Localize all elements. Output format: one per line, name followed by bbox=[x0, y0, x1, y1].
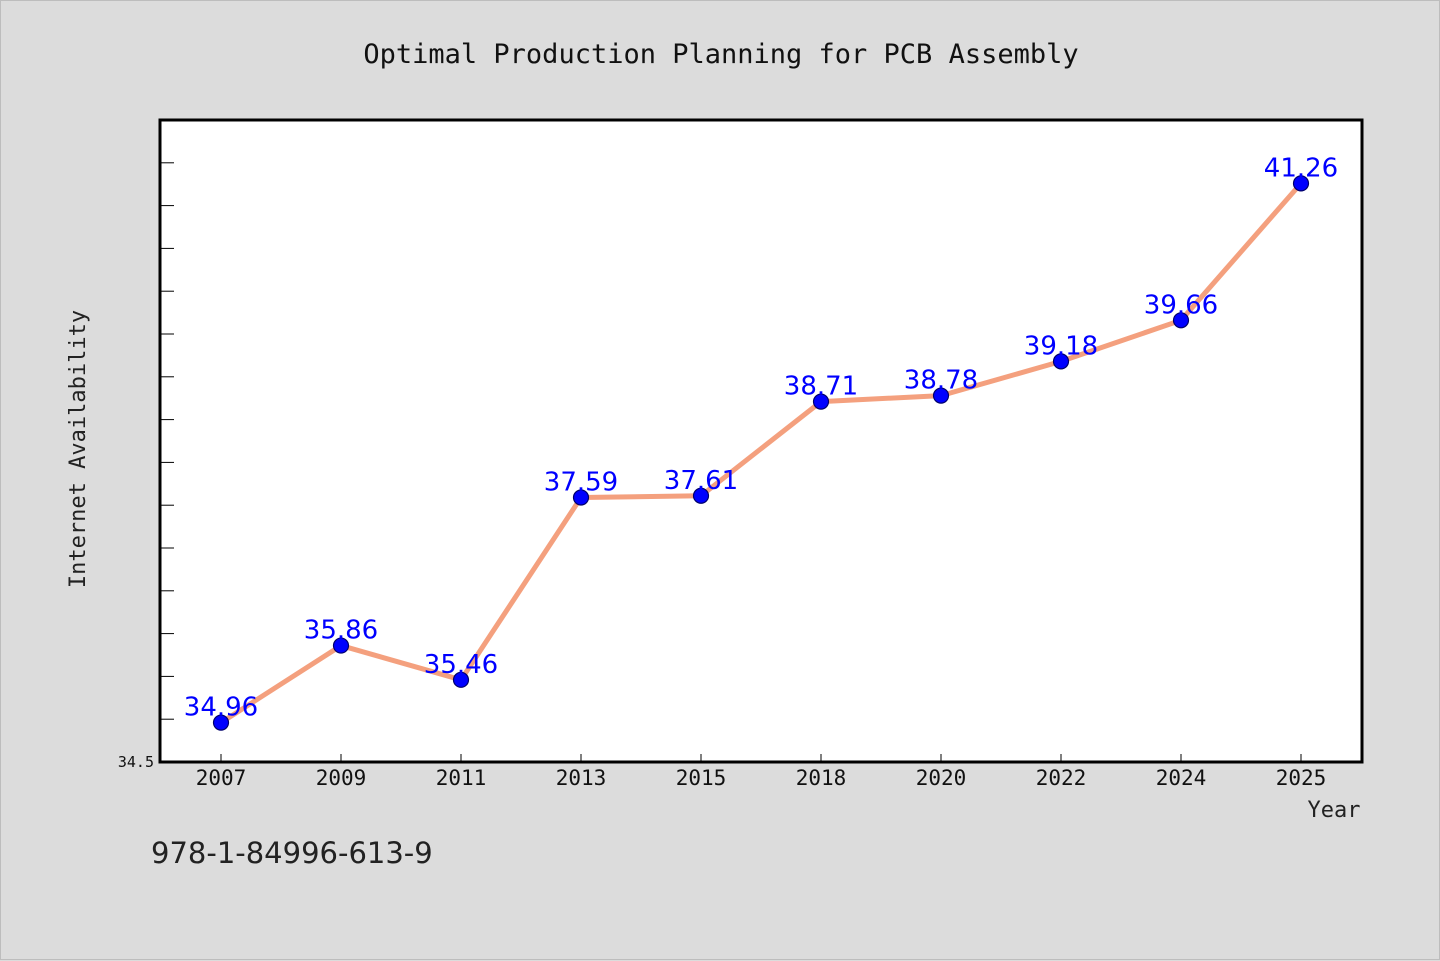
x-tick-label: 2018 bbox=[796, 766, 847, 790]
plot-area bbox=[158, 118, 1364, 764]
data-label: 37.61 bbox=[664, 466, 738, 496]
data-point bbox=[812, 393, 830, 410]
x-tick-label: 2022 bbox=[1036, 766, 1087, 790]
x-tick-label: 2015 bbox=[676, 766, 727, 790]
x-tick-label: 2013 bbox=[556, 766, 607, 790]
data-point bbox=[932, 387, 950, 404]
data-label: 35.46 bbox=[424, 650, 498, 680]
isbn-text: 978-1-84996-613-9 bbox=[151, 836, 433, 870]
data-label: 41.26 bbox=[1264, 153, 1338, 183]
data-label: 38.78 bbox=[904, 366, 978, 396]
data-labels-group: 34.96 35.86 35.46 37.59 37.61 38.71 38.78 39.18… bbox=[184, 153, 1338, 722]
data-label: 35.86 bbox=[304, 616, 378, 646]
data-label: 39.66 bbox=[1144, 290, 1218, 320]
data-point bbox=[692, 487, 710, 504]
x-axis-ticks: 2007 2009 2011 2013 2015 2018 2020 2022 2024 2025 bbox=[196, 754, 1327, 790]
data-label: 34.96 bbox=[184, 693, 258, 723]
y-tick-label: 34.5 bbox=[118, 753, 154, 771]
data-point bbox=[572, 489, 590, 506]
data-label: 39.18 bbox=[1024, 331, 1098, 361]
series-line bbox=[219, 181, 1303, 725]
data-point bbox=[332, 637, 350, 654]
x-tick-label: 2020 bbox=[916, 766, 967, 790]
data-point bbox=[212, 714, 230, 731]
data-label: 38.71 bbox=[784, 372, 858, 402]
x-tick-label: 2011 bbox=[436, 766, 487, 790]
x-tick-label: 2009 bbox=[316, 766, 367, 790]
x-tick-label: 2007 bbox=[196, 766, 247, 790]
x-tick-label: 2025 bbox=[1276, 766, 1327, 790]
data-point bbox=[1292, 175, 1310, 192]
chart-title: Optimal Production Planning for PCB Asse… bbox=[363, 39, 1078, 70]
x-tick-label: 2024 bbox=[1156, 766, 1207, 790]
data-point bbox=[1172, 312, 1190, 329]
data-point bbox=[1052, 353, 1070, 370]
y-axis-label: Internet Availability bbox=[66, 310, 91, 588]
y-axis-ticks: 34.5 bbox=[118, 162, 174, 771]
series-line-group bbox=[212, 175, 1310, 731]
data-point bbox=[452, 671, 470, 688]
data-label: 37.59 bbox=[544, 467, 618, 497]
x-axis-label: Year bbox=[1308, 798, 1361, 823]
